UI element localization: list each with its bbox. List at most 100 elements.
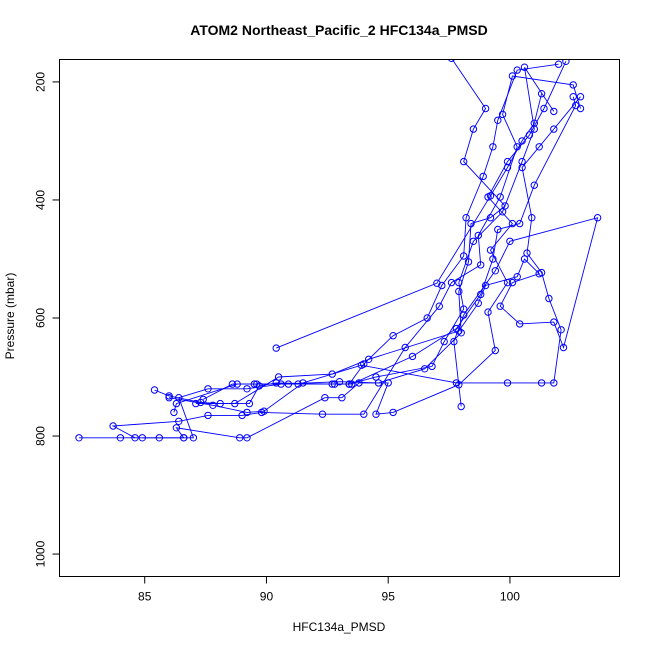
data-point [540, 104, 548, 113]
data-point [433, 279, 441, 287]
data-point [455, 327, 463, 335]
data-point [172, 424, 181, 432]
series-8 [272, 90, 546, 352]
data-point [138, 434, 147, 442]
data-point [372, 410, 380, 418]
data-point [460, 157, 468, 166]
x-tick-label: 85 [138, 590, 152, 604]
data-point [464, 258, 473, 266]
data-point [189, 434, 198, 442]
data-point [494, 116, 502, 125]
data-point [537, 379, 546, 387]
data-point [284, 380, 293, 388]
y-axis-label: Pressure (mbar) [3, 273, 17, 360]
data-point [496, 302, 504, 310]
series-2 [109, 72, 585, 442]
data-point [477, 261, 485, 269]
data-point [481, 104, 490, 113]
data-point [535, 270, 543, 278]
data-point [243, 408, 251, 417]
data-point [204, 385, 212, 393]
data-point [209, 401, 217, 409]
data-point [550, 125, 558, 133]
y-tick-label: 400 [34, 190, 48, 210]
data-point [462, 214, 470, 222]
data-point [199, 395, 207, 404]
data-point [109, 422, 117, 430]
data-point [518, 137, 526, 145]
data-point [231, 399, 239, 408]
data-point [508, 278, 517, 287]
data-point [474, 299, 482, 307]
data-point [486, 246, 495, 254]
data-point [75, 434, 83, 442]
x-tick-label: 90 [260, 590, 274, 604]
data-point [530, 181, 538, 189]
data-point [243, 385, 251, 393]
plot-frame [59, 59, 620, 577]
data-point [150, 386, 159, 394]
data-point [550, 379, 558, 387]
data-point [503, 163, 512, 172]
data-point [348, 380, 356, 388]
data-point [401, 343, 409, 352]
data-point [486, 192, 495, 200]
data-point [192, 399, 200, 408]
y-tick-label: 800 [34, 426, 48, 446]
series-line [79, 59, 506, 439]
chart-title: ATOM2 Northeast_Pacific_2 HFC134a_PMSD [190, 22, 487, 38]
data-point [455, 278, 463, 287]
data-point [569, 93, 577, 101]
series-line [111, 75, 581, 439]
data-point [508, 219, 517, 228]
data-point [489, 255, 497, 263]
data-point [479, 172, 487, 181]
data-point [457, 329, 465, 337]
data-point [562, 59, 570, 65]
series-3 [150, 63, 558, 408]
data-point [236, 434, 244, 442]
series-line [276, 93, 543, 349]
axes: 85 90 95 100 200 400 600 800 1000 [34, 72, 521, 604]
data-point [491, 346, 499, 355]
data-point [516, 219, 524, 228]
data-point [450, 337, 458, 346]
data-point [494, 225, 502, 234]
series-7 [192, 214, 602, 411]
x-axis-label: HFC134a_PMSD [293, 620, 386, 634]
series-line [169, 96, 581, 413]
data-point [489, 143, 497, 151]
data-point [372, 373, 380, 381]
data-point [243, 434, 251, 442]
data-point [559, 343, 568, 352]
data-point [530, 119, 538, 127]
data-point [180, 434, 188, 442]
data-point [447, 278, 456, 287]
data-point [593, 214, 602, 222]
data-point [408, 352, 417, 361]
data-point [520, 255, 529, 263]
data-point [457, 402, 465, 411]
y-tick-label: 1000 [34, 540, 48, 567]
data-point [440, 337, 448, 346]
data-point [204, 411, 212, 420]
data-point [365, 355, 373, 363]
data-point [550, 107, 558, 116]
data-point [506, 237, 514, 246]
data-point [513, 273, 521, 281]
data-point [272, 344, 280, 352]
data-point [448, 59, 455, 62]
x-tick-label: 100 [500, 590, 520, 604]
data-point [528, 214, 536, 222]
data-point [389, 408, 397, 417]
series-4 [170, 60, 563, 417]
data-point [557, 326, 565, 334]
data-point [491, 267, 499, 275]
data-point [503, 379, 512, 387]
data-point [175, 417, 183, 425]
data-point [330, 380, 339, 388]
data-point [569, 81, 577, 89]
series-5 [199, 93, 580, 404]
data-point [165, 394, 173, 402]
